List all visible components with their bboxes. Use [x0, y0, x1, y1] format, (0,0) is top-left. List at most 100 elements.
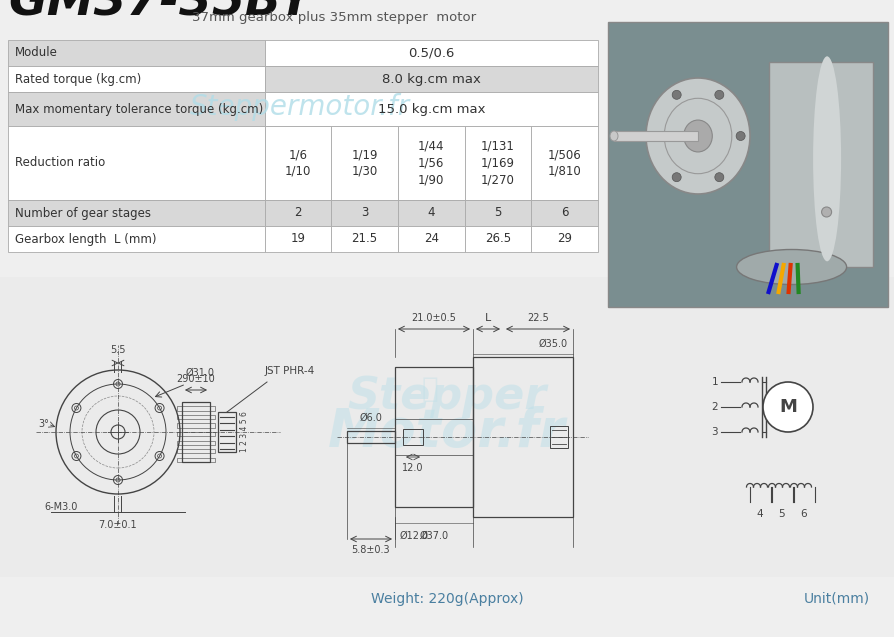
Text: 3: 3	[711, 427, 717, 437]
Bar	[8, 126, 265, 200]
Text: Unit(mm): Unit(mm)	[803, 592, 869, 606]
Bar	[265, 40, 597, 66]
Bar	[0, 277, 894, 577]
Text: Ø37.0: Ø37.0	[419, 531, 448, 541]
Bar	[265, 66, 597, 92]
Bar	[8, 92, 265, 126]
Bar	[177, 449, 181, 454]
Bar	[210, 406, 215, 411]
Text: 29: 29	[557, 233, 571, 245]
Ellipse shape	[683, 120, 712, 152]
Text: 1/6
1/10: 1/6 1/10	[284, 148, 311, 178]
Bar	[177, 415, 181, 419]
Text: Module: Module	[15, 47, 58, 59]
Bar	[8, 226, 265, 252]
Text: 1/131
1/169
1/270: 1/131 1/169 1/270	[480, 140, 514, 187]
Text: 5.8±0.3: 5.8±0.3	[351, 545, 390, 555]
Text: Max momentary tolerance torque (kg.cm): Max momentary tolerance torque (kg.cm)	[15, 103, 263, 115]
Text: M: M	[778, 398, 796, 416]
Circle shape	[821, 207, 831, 217]
Bar	[181, 402, 210, 462]
Text: L: L	[485, 313, 491, 323]
Text: Reduction ratio: Reduction ratio	[15, 157, 105, 169]
Bar	[210, 432, 215, 436]
Bar	[8, 66, 265, 92]
Circle shape	[671, 90, 680, 99]
Text: 6-M3.0: 6-M3.0	[44, 502, 77, 512]
Text: 5: 5	[493, 206, 502, 220]
Bar	[550, 426, 568, 448]
Text: 4: 4	[427, 206, 434, 220]
Text: 290±10: 290±10	[176, 374, 215, 384]
Bar	[398, 226, 464, 252]
Text: 1/44
1/56
1/90: 1/44 1/56 1/90	[417, 140, 444, 187]
Bar	[531, 200, 597, 226]
Bar	[177, 424, 181, 427]
Circle shape	[714, 173, 723, 182]
Text: 1/19
1/30: 1/19 1/30	[351, 148, 377, 178]
Circle shape	[671, 173, 680, 182]
Text: JST PHR-4: JST PHR-4	[265, 366, 315, 376]
Text: 21.5: 21.5	[351, 233, 377, 245]
Text: ⛟: ⛟	[421, 375, 438, 403]
Bar	[472, 357, 572, 517]
Text: 24: 24	[424, 233, 438, 245]
Text: 21.0±0.5: 21.0±0.5	[411, 313, 456, 323]
Bar	[613, 131, 697, 141]
Text: 1: 1	[711, 377, 717, 387]
Text: 8.0 kg.cm max: 8.0 kg.cm max	[382, 73, 480, 85]
Bar	[8, 40, 265, 66]
Text: Gearbox length  L (mm): Gearbox length L (mm)	[15, 233, 156, 245]
Bar	[331, 226, 398, 252]
Bar	[394, 367, 472, 507]
Bar	[464, 126, 531, 200]
Bar	[398, 200, 464, 226]
Bar	[464, 200, 531, 226]
Text: Stepper: Stepper	[347, 375, 546, 419]
Bar	[464, 226, 531, 252]
Bar	[768, 62, 872, 267]
Circle shape	[650, 131, 659, 141]
Bar	[177, 432, 181, 436]
Text: GM37-35BY: GM37-35BY	[8, 0, 312, 25]
Text: 1/506
1/810: 1/506 1/810	[547, 148, 581, 178]
Text: Number of gear stages: Number of gear stages	[15, 206, 151, 220]
Bar	[265, 126, 331, 200]
Bar	[8, 200, 265, 226]
Circle shape	[736, 131, 745, 141]
Text: Steppermotor.fr: Steppermotor.fr	[190, 93, 409, 121]
Ellipse shape	[812, 56, 840, 261]
Text: 37mm gearbox plus 35mm stepper  motor: 37mm gearbox plus 35mm stepper motor	[192, 11, 476, 24]
Text: 3: 3	[360, 206, 368, 220]
Bar	[402, 429, 423, 445]
Text: 19: 19	[291, 233, 305, 245]
Text: 12.0: 12.0	[401, 463, 423, 473]
Text: 2: 2	[294, 206, 301, 220]
Bar	[210, 424, 215, 427]
Bar	[331, 200, 398, 226]
Text: 7.0±0.1: 7.0±0.1	[98, 520, 137, 530]
Bar	[265, 200, 331, 226]
Text: 5.5: 5.5	[110, 345, 126, 355]
Text: Weight: 220g(Approx): Weight: 220g(Approx)	[370, 592, 523, 606]
Text: 3°: 3°	[38, 419, 49, 429]
Bar	[177, 441, 181, 445]
Bar	[210, 441, 215, 445]
Ellipse shape	[736, 250, 846, 285]
Text: 26.5: 26.5	[485, 233, 510, 245]
Text: 1 2 3 4 5 6: 1 2 3 4 5 6	[240, 412, 249, 452]
Bar	[177, 458, 181, 462]
Text: Ø12.0: Ø12.0	[400, 531, 428, 541]
Bar	[347, 431, 394, 443]
Ellipse shape	[645, 78, 749, 194]
Text: 22.5: 22.5	[527, 313, 548, 323]
Text: 2: 2	[711, 402, 717, 412]
Bar	[398, 126, 464, 200]
Text: 6: 6	[561, 206, 568, 220]
Bar	[218, 412, 236, 452]
Bar	[531, 226, 597, 252]
Circle shape	[763, 382, 812, 432]
Text: 4: 4	[755, 509, 763, 519]
Bar	[531, 126, 597, 200]
Text: Ø35.0: Ø35.0	[538, 339, 568, 349]
